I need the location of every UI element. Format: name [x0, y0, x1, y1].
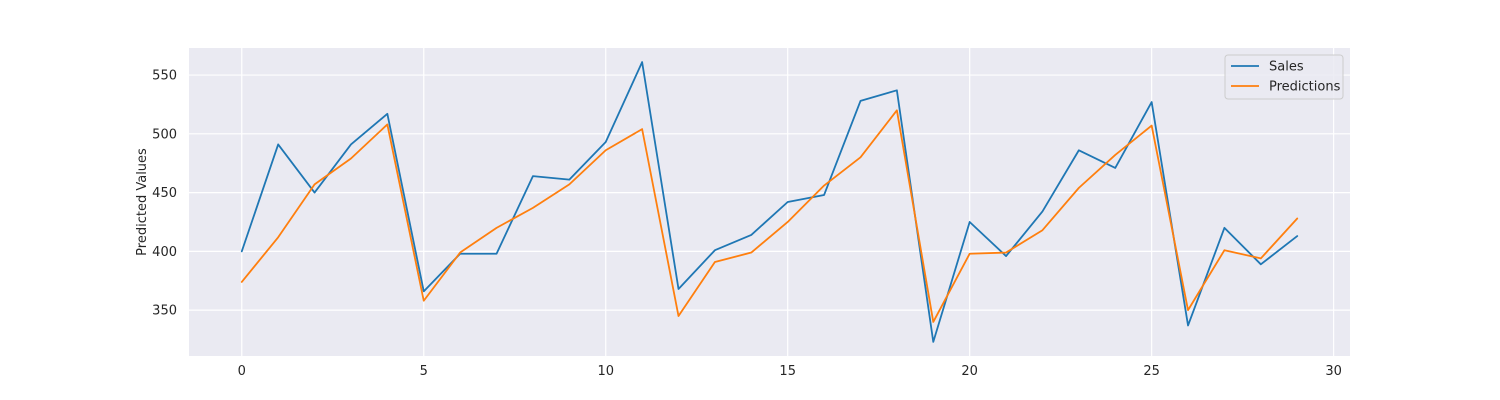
x-axis: 0 5 10 15 20 25 30	[238, 364, 1342, 379]
x-tick-label: 15	[779, 364, 796, 379]
y-tick-label: 550	[152, 69, 177, 84]
legend: Sales Predictions	[1224, 54, 1344, 100]
x-tick-label: 25	[1143, 364, 1160, 379]
y-tick-label: 500	[152, 127, 177, 142]
legend-label-sales: Sales	[1269, 60, 1304, 75]
y-tick-label: 450	[152, 186, 177, 201]
x-tick-label: 5	[420, 364, 428, 379]
series-line-predictions	[240, 109, 1299, 323]
series-group	[240, 61, 1299, 343]
x-tick-label: 30	[1325, 364, 1342, 379]
x-tick-label: 0	[238, 364, 246, 379]
x-tick-label: 10	[597, 364, 614, 379]
y-axis-label: Predicted Values	[135, 148, 150, 256]
x-tick-label: 20	[961, 364, 978, 379]
y-tick-label: 400	[152, 245, 177, 260]
y-axis: 350 400 450 500 550	[152, 69, 177, 319]
y-tick-label: 350	[152, 304, 177, 319]
plot-area	[189, 48, 1350, 356]
series-line-sales	[240, 61, 1299, 343]
legend-label-predictions: Predictions	[1269, 80, 1341, 95]
